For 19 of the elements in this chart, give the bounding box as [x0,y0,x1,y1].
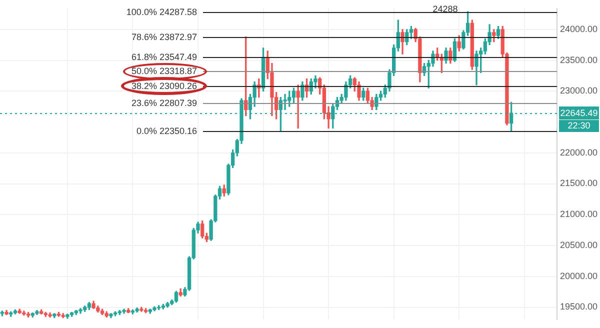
y-tick-label: 21000.00 [560,209,598,220]
ref-line-label: 38.2% 23090.26 [131,80,197,91]
ref-line-label: 78.6% 23872.97 [131,32,197,42]
ref-line-label: 50.0% 23318.87 [131,66,197,76]
ref-line-label: 61.8% 23547.49 [131,52,197,62]
text: 22:30 [568,120,590,131]
ref-line-label: 0.0% 22350.16 [136,126,197,136]
ref-line-label: 23.6% 22807.39 [131,98,197,108]
y-tick-label: 23500.00 [560,54,598,65]
y-tick-label: 22000.00 [560,147,598,158]
y-tick-label: 19500.00 [560,302,598,312]
y-tick-label: 21500.00 [560,178,598,188]
annotation: 24288 [432,4,458,14]
y-tick-label: 20000.00 [560,270,598,281]
y-tick-label: 20500.00 [560,240,598,250]
y-tick-label: 23000.00 [560,86,598,96]
ref-line-label: 100.0% 24287.58 [126,6,197,17]
y-tick-label: 24000.00 [560,24,598,34]
ref-line-label: 22645.49 [560,108,598,118]
